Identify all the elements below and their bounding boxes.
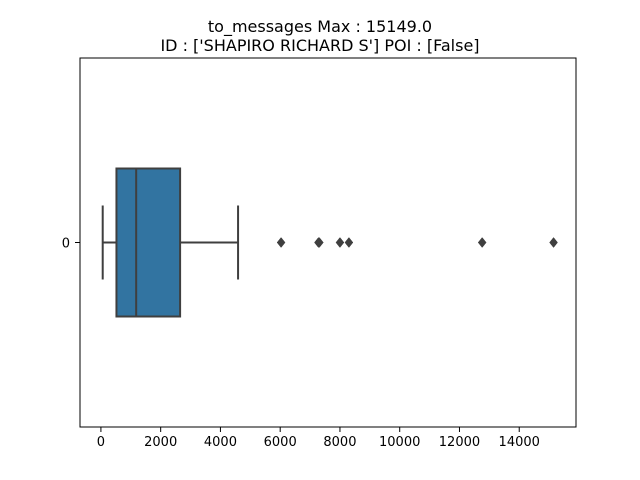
chart-title-line-2: ID : ['SHAPIRO RICHARD S'] POI : [False]: [160, 36, 479, 55]
y-tick-label: 0: [62, 237, 70, 252]
x-tick-label: 12000: [439, 435, 480, 450]
outlier-point: [477, 237, 487, 248]
outlier-point: [549, 237, 558, 248]
outlier-point: [315, 237, 324, 248]
x-tick-label: 14000: [499, 435, 540, 450]
iqr-box: [115, 167, 182, 318]
x-tick-label: 8000: [323, 435, 356, 450]
x-axis: 0 2000 4000 6000 8000 10000 12000 14000: [97, 427, 540, 450]
x-tick-label: 0: [97, 435, 105, 450]
x-tick-label: 6000: [264, 435, 297, 450]
x-tick-label: 2000: [144, 435, 177, 450]
outlier-point: [276, 237, 286, 248]
x-tick-label: 4000: [204, 435, 237, 450]
plot-area: [101, 167, 558, 318]
chart-title-line-1: to_messages Max : 15149.0: [208, 17, 432, 37]
outlier-point: [335, 237, 345, 248]
x-tick-label: 10000: [379, 435, 420, 450]
y-axis: 0: [62, 237, 80, 252]
outlier-point: [344, 237, 354, 248]
